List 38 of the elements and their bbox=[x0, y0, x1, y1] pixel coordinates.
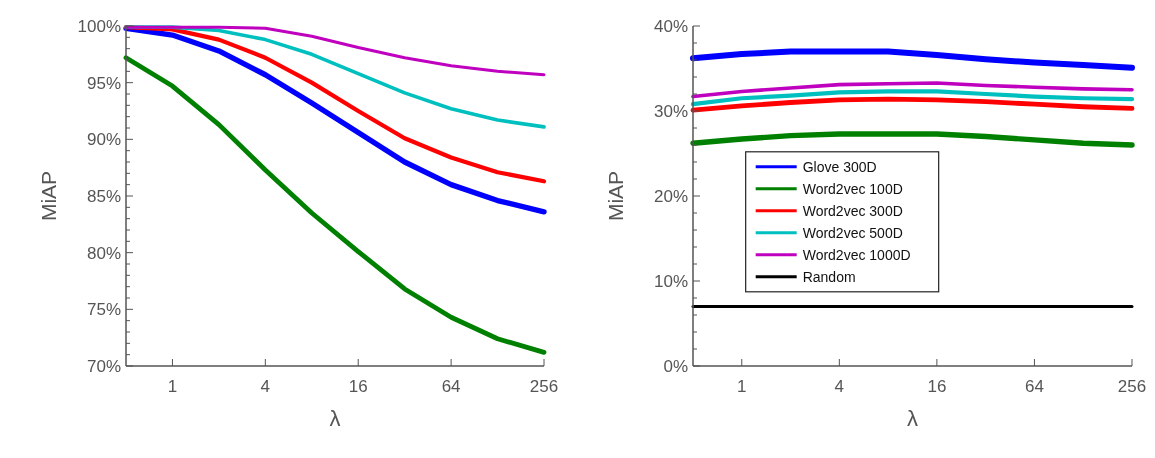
line-series bbox=[124, 25, 546, 77]
legend-label: Word2vec 1000D bbox=[802, 246, 911, 263]
y-tick-label: 20% bbox=[653, 187, 688, 206]
legend-label: Word2vec 100D bbox=[802, 180, 903, 197]
x-axis-title: λ bbox=[907, 406, 918, 431]
line-series bbox=[123, 25, 547, 184]
legend-label: Word2vec 500D bbox=[802, 224, 903, 241]
legend-label: Word2vec 300D bbox=[802, 202, 903, 219]
y-axis-title: MiAP bbox=[37, 170, 60, 222]
y-tick-label: 85% bbox=[86, 187, 121, 206]
x-tick-label: 64 bbox=[441, 377, 461, 396]
y-tick-label: 10% bbox=[653, 272, 688, 291]
y-axis-title: MiAP bbox=[604, 170, 627, 222]
y-tick-label: 95% bbox=[86, 73, 121, 93]
x-tick-label: 16 bbox=[348, 377, 368, 396]
x-tick-label: 1 bbox=[737, 377, 747, 396]
line-series bbox=[690, 96, 1135, 113]
x-tick-label: 256 bbox=[529, 377, 559, 396]
line-series bbox=[690, 89, 1135, 107]
y-tick-label: 100% bbox=[77, 17, 121, 36]
x-tick-label: 256 bbox=[1117, 377, 1147, 396]
y-tick-label: 40% bbox=[653, 17, 688, 36]
x-tick-label: 4 bbox=[834, 377, 845, 396]
y-tick-label: 30% bbox=[653, 102, 688, 121]
x-tick-label: 16 bbox=[927, 377, 947, 396]
legend-label: Glove 300D bbox=[802, 158, 877, 175]
line-series bbox=[123, 55, 547, 355]
y-tick-label: 0% bbox=[663, 357, 688, 376]
x-tick-label: 1 bbox=[167, 377, 178, 396]
legend-label: Random bbox=[802, 268, 856, 285]
y-tick-label: 80% bbox=[86, 243, 121, 263]
x-tick-label: 64 bbox=[1024, 377, 1044, 396]
x-axis-title: λ bbox=[329, 406, 341, 431]
y-tick-label: 70% bbox=[86, 357, 121, 376]
x-tick-label: 4 bbox=[260, 377, 271, 396]
y-tick-label: 90% bbox=[86, 130, 121, 150]
line-series bbox=[691, 81, 1134, 99]
y-tick-label: 75% bbox=[86, 300, 121, 320]
